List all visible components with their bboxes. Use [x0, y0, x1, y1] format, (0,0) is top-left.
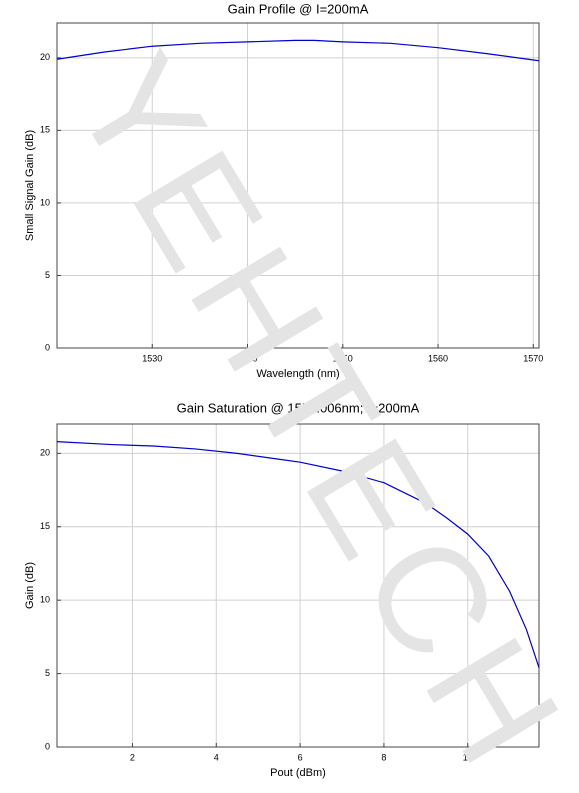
x-axis-label: Wavelength (nm): [256, 368, 339, 380]
y-tick-label: 10: [40, 197, 50, 207]
x-tick-label: 1530: [142, 353, 162, 363]
y-axis-label: Gain (dB): [24, 562, 36, 609]
y-tick-label: 5: [45, 270, 50, 280]
y-tick-label: 10: [40, 595, 50, 605]
plot-frame: [56, 423, 540, 748]
x-tick-label: 4: [214, 752, 219, 762]
chart-title: Gain Profile @ I=200mA: [228, 1, 369, 16]
x-tick-label: 2: [130, 752, 135, 762]
y-tick-label: 0: [45, 741, 50, 751]
x-tick-label: 6: [298, 752, 303, 762]
x-tick-label: 1560: [428, 353, 448, 363]
x-tick-label: 8: [381, 752, 386, 762]
watermark: YEHTECH: [42, 27, 579, 793]
y-tick-label: 5: [45, 668, 50, 678]
y-tick-label: 0: [45, 342, 50, 352]
x-tick-label: 1570: [523, 353, 543, 363]
x-tick-label: 1550: [333, 353, 353, 363]
y-tick-label: 15: [40, 125, 50, 135]
y-tick-label: 20: [40, 448, 50, 458]
chart-title: Gain Saturation @ 1550.006nm; I=200mA: [177, 400, 420, 415]
plot-frame: [56, 22, 540, 349]
y-tick-label: 15: [40, 521, 50, 531]
line-series: [56, 39, 540, 62]
line-series: [56, 441, 540, 668]
y-tick-label: 20: [40, 52, 50, 62]
x-tick-label: 1540: [237, 353, 257, 363]
y-axis-label: Small Signal Gain (dB): [24, 130, 36, 241]
x-tick-label: 10: [463, 752, 473, 762]
x-axis-label: Pout (dBm): [270, 767, 326, 779]
